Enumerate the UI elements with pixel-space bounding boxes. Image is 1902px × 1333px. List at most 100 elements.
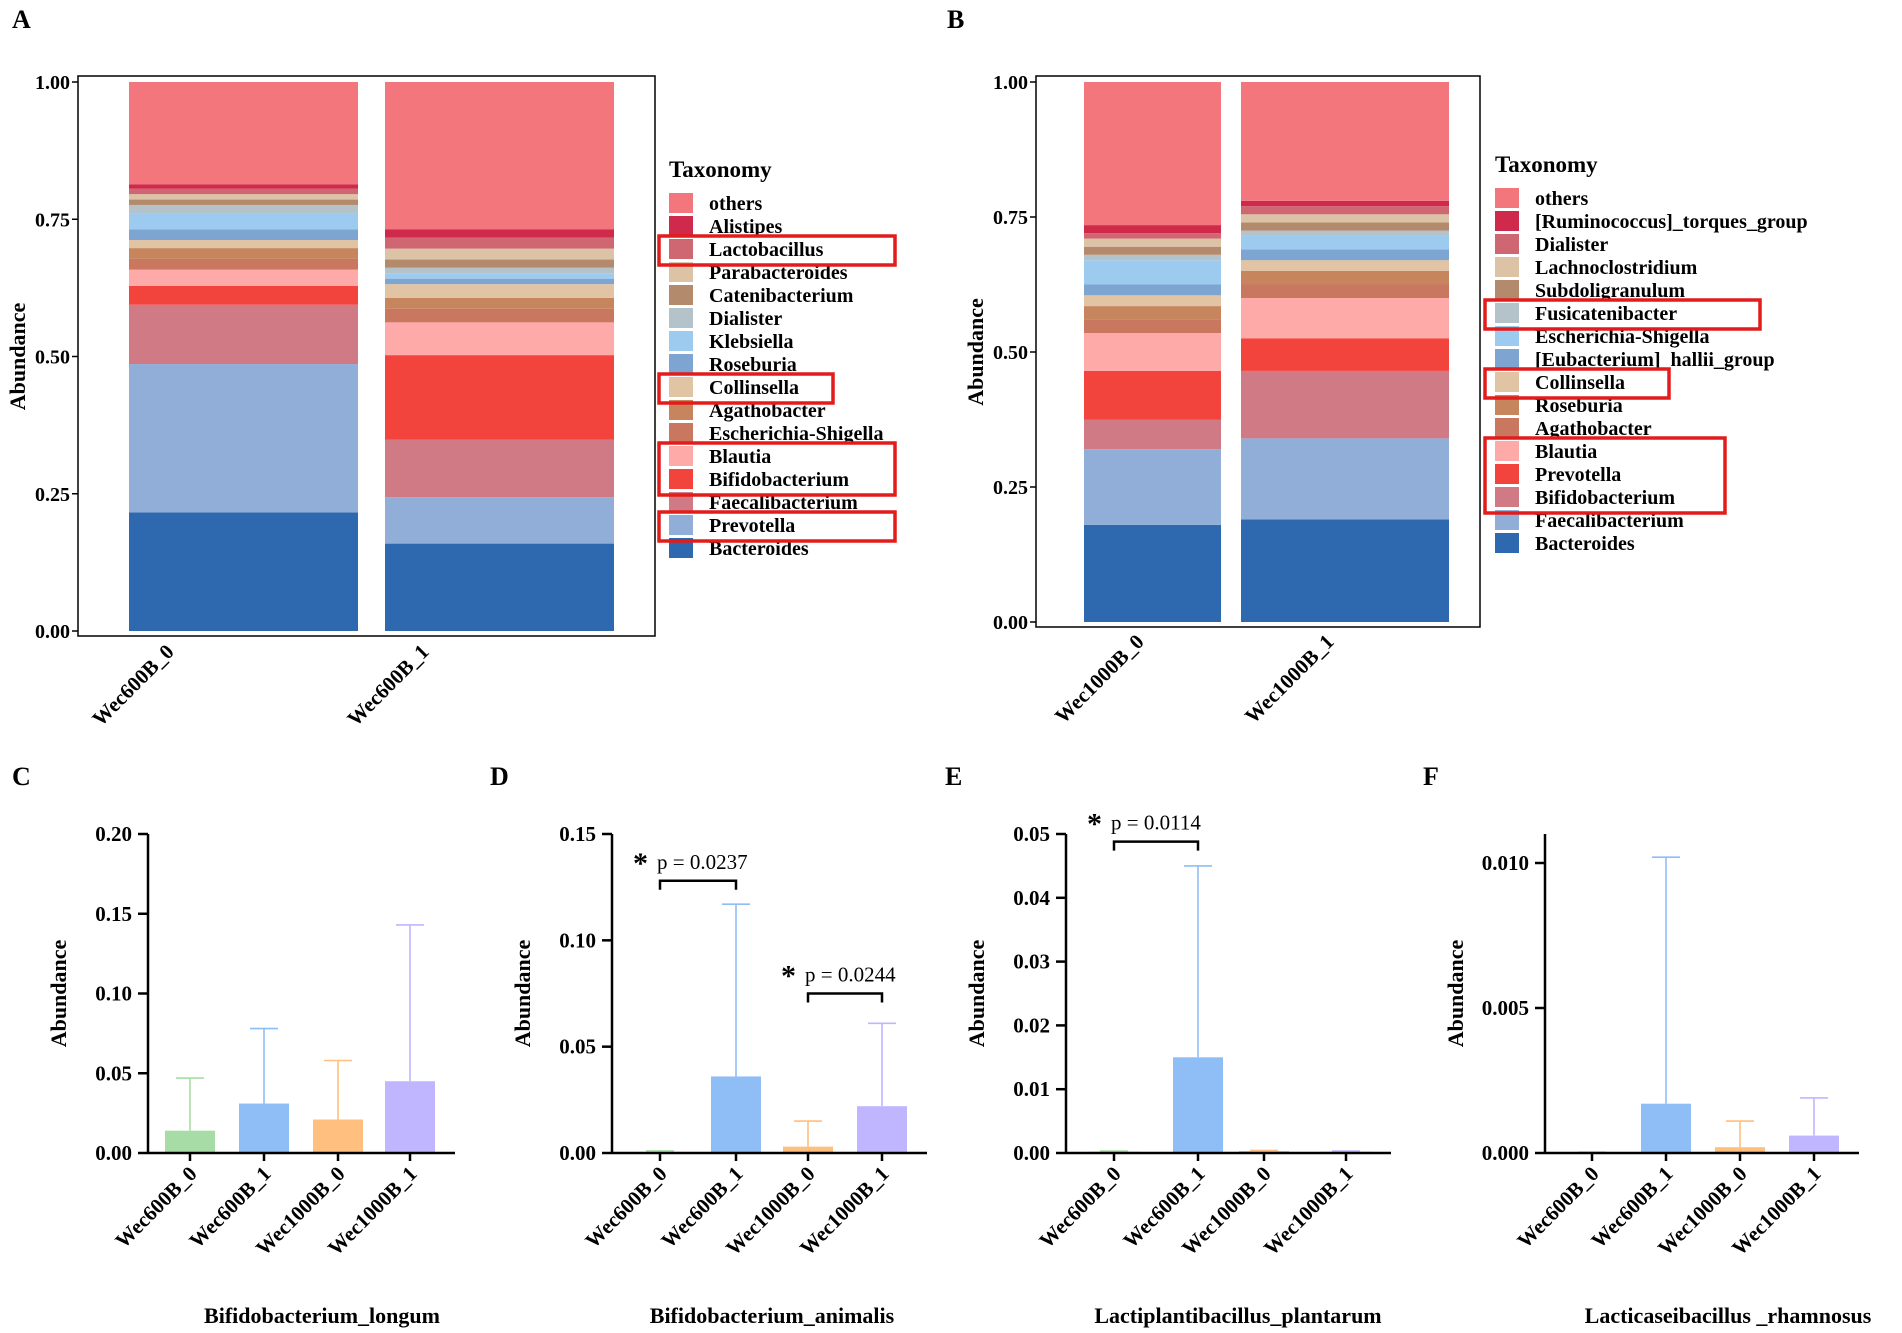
bar [711, 1076, 761, 1153]
legend-label: Lachnoclostridium [1535, 257, 1698, 279]
legend-label: Collinsella [709, 377, 799, 399]
y-tick-label: 0.01 [1013, 1077, 1050, 1101]
stack-segment-faecalibacterium [129, 304, 358, 365]
y-axis-label: Abundance [1443, 939, 1468, 1047]
stack-segment-parabacteroides [129, 194, 358, 200]
legend-swatch [1495, 395, 1519, 415]
p-value-label: p = 0.0237 [657, 850, 748, 874]
y-tick-label: 0.00 [993, 612, 1028, 634]
stack-segment-klebsiella [129, 213, 358, 230]
legend-swatch [1495, 257, 1519, 277]
y-axis-label: Abundance [46, 939, 71, 1047]
stack-segment-prevotella [129, 364, 358, 513]
legend-swatch [1495, 303, 1519, 323]
bar-chart-D: Wec600B_0Wec600B_1Wec1000B_0Wec1000B_10.… [510, 822, 927, 1328]
legend-swatch [1495, 533, 1519, 553]
y-tick-label: 0.20 [95, 822, 132, 846]
panel-letter-D: D [490, 762, 509, 791]
stack-segment-roseburia [1241, 271, 1449, 285]
stack-segment--eubacterium-hallii-group [1241, 249, 1449, 261]
panel-letter-A: A [12, 5, 31, 34]
stack-segment-dialister [129, 204, 358, 214]
legend-swatch [669, 400, 693, 420]
highlight-box [657, 441, 897, 497]
y-tick-label: 1.00 [35, 72, 70, 94]
bar [1789, 1135, 1839, 1153]
y-tick-label: 0.25 [993, 477, 1028, 499]
chart-title: Lacticaseibacillus _rhamnosus [1585, 1303, 1872, 1328]
stack-segment-others [1241, 82, 1449, 201]
legend-title: Taxonomy [669, 157, 772, 182]
legend-label: Bifidobacterium [709, 469, 849, 491]
legend-label: Roseburia [709, 354, 797, 376]
y-tick-label: 0.10 [559, 928, 596, 952]
stack-segment-parabacteroides [385, 248, 614, 260]
legend-label: Alistipes [709, 216, 783, 238]
y-tick-label: 0.50 [35, 347, 70, 369]
legend-swatch [1495, 349, 1519, 369]
stack-segment-faecalibacterium [1241, 438, 1449, 520]
bar [1641, 1103, 1691, 1153]
stack-segment-fusicatenibacter [1241, 230, 1449, 236]
legend-swatch [1495, 280, 1519, 300]
panel-letter-B: B [947, 5, 964, 34]
legend-swatch [1495, 487, 1519, 507]
legend-label: Prevotella [1535, 464, 1621, 486]
legend-label: Fusicatenibacter [1535, 303, 1677, 325]
p-value-label: p = 0.0244 [805, 963, 896, 987]
stack-segment-blautia [1084, 333, 1221, 371]
legend-label: Faecalibacterium [1535, 510, 1684, 532]
stack-segment-escherichia-shigella [1241, 235, 1449, 250]
y-tick-label: 0.10 [95, 982, 132, 1006]
y-tick-label: 0.75 [35, 209, 70, 231]
bar-chart-E: Wec600B_0Wec600B_1Wec1000B_0Wec1000B_10.… [964, 808, 1391, 1328]
legend-label: others [709, 193, 763, 215]
legend-swatch [1495, 441, 1519, 461]
legend-swatch [669, 308, 693, 328]
legend-swatch [1495, 372, 1519, 392]
stack-segment-bacteroides [1084, 524, 1221, 622]
y-tick-label: 0.05 [1013, 822, 1050, 846]
legend-label: Lactobacillus [709, 239, 824, 261]
bar [857, 1106, 907, 1153]
y-tick-label: 0.03 [1013, 950, 1050, 974]
stack-segment-alistipes [129, 184, 358, 189]
legend-swatch [1495, 211, 1519, 231]
legend-label: Blautia [709, 446, 771, 468]
legend-label: Parabacteroides [709, 262, 848, 284]
bar-chart-F: Wec600B_0Wec600B_1Wec1000B_0Wec1000B_10.… [1443, 834, 1872, 1328]
stack-segment-prevotella [1241, 338, 1449, 371]
stack-segment-bifidobacterium [1084, 419, 1221, 450]
stacked-chart-B: Wec1000B_0 Wec1000B_1 0.00 0.25 0.50 0.75 1.00… [963, 72, 1808, 728]
highlight-box [1483, 367, 1671, 400]
stack-segment-bifidobacterium [385, 355, 614, 440]
legend-label: Bifidobacterium [1535, 487, 1675, 509]
stack-segment-fusicatenibacter [1084, 254, 1221, 261]
stack-segment-bifidobacterium [129, 285, 358, 305]
legend-label: Blautia [1535, 441, 1597, 463]
stack-segment-subdoligranulum [1241, 222, 1449, 231]
stack-segment-dialister [1084, 233, 1221, 239]
significance-star: * [1087, 808, 1102, 841]
legend-label: Catenibacterium [709, 285, 854, 307]
stack-segment-escherichia-shigella [1084, 260, 1221, 285]
stack-segment-dialister [1241, 206, 1449, 215]
x-tick-label: Wec1000B_1 [1259, 1162, 1358, 1261]
panel-letter-F: F [1423, 762, 1439, 791]
legend-swatch [669, 515, 693, 535]
stack-segment-bacteroides [1241, 519, 1449, 622]
stacked-chart-A: Wec600B_0 Wec600B_1 0.00 0.25 0.50 0.75 1.00 Ab… [5, 72, 897, 731]
legend-swatch [669, 538, 693, 558]
legend-swatch [1495, 418, 1519, 438]
stack-segment-others [385, 82, 614, 230]
y-tick-label: 0.05 [559, 1035, 596, 1059]
stack-segment-faecalibacterium [385, 439, 614, 498]
stack-segment--ruminococcus-torques-group [1241, 200, 1449, 207]
y-axis-label: Abundance [510, 939, 535, 1047]
y-tick-label: 0.15 [559, 822, 596, 846]
legend-swatch [669, 239, 693, 259]
bar [385, 1081, 435, 1153]
y-axis-label: Abundance [964, 939, 989, 1047]
stack-segment-lactobacillus [129, 188, 358, 195]
legend-swatch [669, 331, 693, 351]
